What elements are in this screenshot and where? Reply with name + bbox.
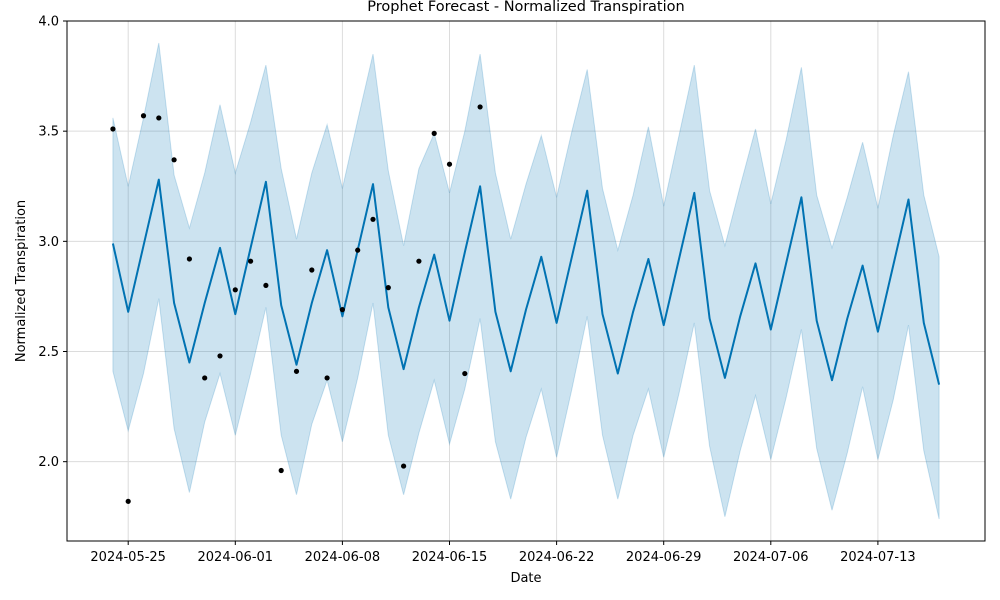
x-axis-ticks: 2024-05-25 2024-06-01 2024-06-08 2024-06-15… [90,541,916,565]
observed-point [446,161,453,167]
x-tick-label: 2024-06-15 [412,550,488,565]
observed-point [324,375,330,381]
y-tick-label: 4.0 [38,15,59,30]
y-axis-label: Normalized Transpiration [14,200,29,362]
uncertainty-band-layer [112,42,940,520]
x-tick-label: 2024-06-08 [305,550,381,565]
observed-point [186,256,192,262]
observed-point [355,247,361,253]
observed-point [110,126,116,132]
observed-point [171,157,177,163]
observed-point [401,463,407,469]
x-tick-label: 2024-06-22 [519,550,595,565]
observed-point [462,370,468,377]
y-tick-label: 3.0 [38,235,59,250]
observed-points-layer [110,104,483,504]
observed-point [431,130,437,136]
observed-point [202,375,208,381]
y-tick-label: 2.5 [38,345,59,360]
chart-title: Prophet Forecast - Normalized Transpirat… [367,0,684,15]
observed-point [125,498,131,504]
observed-point [339,307,345,313]
observed-point [309,267,315,273]
observed-point [232,287,238,293]
observed-point [293,368,300,374]
y-tick-label: 2.0 [38,455,59,470]
x-tick-label: 2024-06-29 [626,550,702,565]
forecast-line-layer [111,178,941,385]
y-tick-label: 3.5 [38,125,59,140]
observed-point [477,104,483,110]
x-axis-label: Date [510,571,541,586]
x-tick-label: 2024-07-06 [733,550,809,565]
observed-point [385,285,391,291]
observed-point [248,258,254,264]
observed-point [140,113,147,119]
forecast-line [111,178,941,385]
observed-point [263,282,269,289]
observed-point [370,216,376,222]
x-tick-label: 2024-05-25 [90,550,166,565]
observed-point [416,258,422,264]
y-axis-ticks: 2.0 2.5 3.0 3.5 4.0 [38,15,67,470]
observed-point [156,115,162,121]
observed-point [278,467,284,474]
plot-frame [66,20,986,542]
x-tick-label: 2024-07-13 [840,550,916,565]
x-tick-label: 2024-06-01 [198,550,274,565]
uncertainty-band [112,42,940,520]
observed-point [217,353,223,359]
